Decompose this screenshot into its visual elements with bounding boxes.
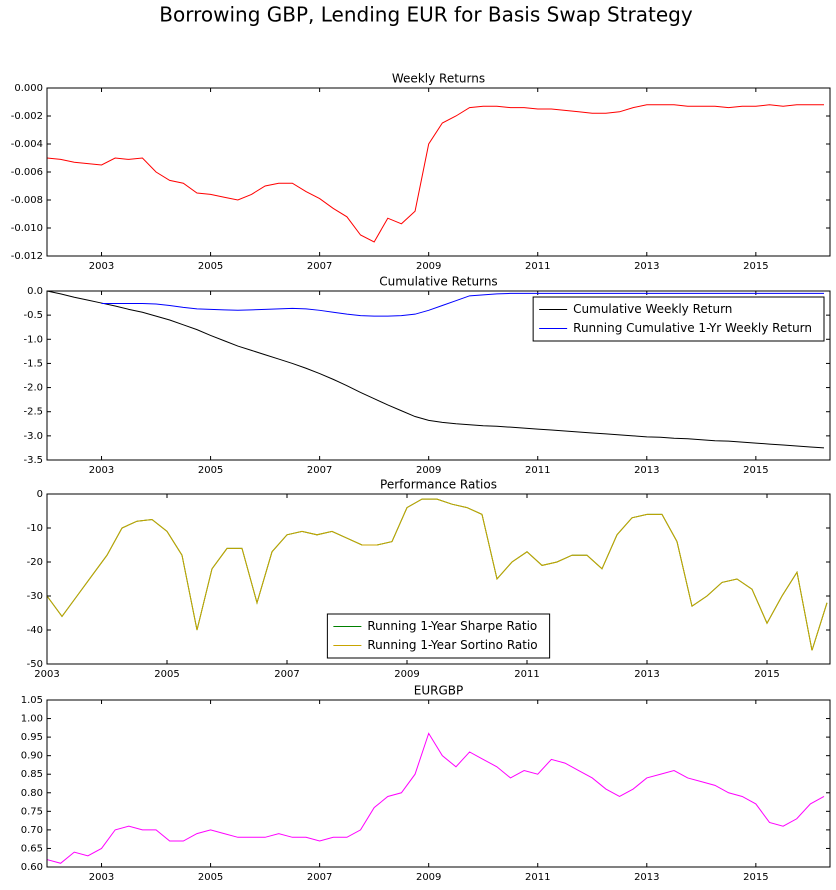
x-tick-label: 2011 [525, 261, 550, 272]
y-tick-label: -1.0 [23, 334, 43, 345]
y-tick-label: 0.65 [21, 843, 43, 854]
y-tick-label: -0.012 [11, 251, 43, 262]
x-tick-label: 2007 [274, 669, 299, 680]
x-tick-label: 2013 [634, 261, 659, 272]
series-line [46, 498, 828, 651]
y-tick-label: 0.000 [14, 83, 43, 94]
y-tick-label: -40 [27, 625, 43, 636]
x-tick-label: 2009 [416, 872, 441, 883]
y-tick-label: -0.004 [11, 139, 43, 150]
y-tick-label: -2.5 [23, 407, 43, 418]
x-tick-label: 2005 [198, 872, 223, 883]
x-tick-label: 2011 [525, 465, 550, 476]
y-tick-label: 1.05 [21, 695, 43, 706]
legend: Cumulative Weekly Return Running Cumulati… [532, 296, 825, 342]
x-tick-label: 2015 [743, 872, 768, 883]
x-tick-label: 2013 [634, 669, 659, 680]
x-tick-label: 2005 [198, 465, 223, 476]
series-line [46, 290, 825, 449]
y-tick-label: 0.75 [21, 806, 43, 817]
y-tick-label: 1.00 [21, 714, 43, 725]
x-tick-label: 2007 [307, 465, 332, 476]
legend-box [532, 296, 825, 342]
x-tick-label: 2009 [416, 465, 441, 476]
x-tick-label: 2011 [525, 872, 550, 883]
y-tick-label: -3.0 [23, 431, 43, 442]
plot-frame [46, 87, 831, 257]
figure-title: Borrowing GBP, Lending EUR for Basis Swa… [159, 3, 693, 27]
y-tick-label: -50 [27, 659, 43, 670]
y-tick-label: -0.008 [11, 195, 43, 206]
y-tick-label: -0.002 [11, 111, 43, 122]
x-tick-label: 2011 [514, 669, 539, 680]
x-tick-label: 2005 [198, 261, 223, 272]
legend-label: Cumulative Weekly Return [573, 302, 732, 316]
series-line [101, 292, 824, 317]
x-tick-label: 2007 [307, 872, 332, 883]
x-tick-label: 2003 [34, 669, 59, 680]
plot-frame [46, 290, 831, 461]
y-tick-label: -20 [27, 557, 43, 568]
x-tick-label: 2003 [89, 465, 114, 476]
y-tick-label: -2.0 [23, 383, 43, 394]
series-line [46, 732, 825, 864]
plot-frame [46, 699, 831, 868]
x-tick-label: 2009 [394, 669, 419, 680]
series-line [46, 104, 824, 243]
y-tick-label: -0.010 [11, 223, 43, 234]
x-tick-label: 2013 [634, 465, 659, 476]
y-tick-label: -10 [27, 523, 43, 534]
y-tick-label: 0.95 [21, 732, 43, 743]
y-tick-label: -0.006 [11, 167, 43, 178]
chart-title: Performance Ratios [380, 478, 497, 492]
y-tick-label: 0.70 [21, 825, 43, 836]
legend-box [326, 613, 551, 659]
y-tick-label: 0.80 [21, 788, 43, 799]
y-tick-label: -30 [27, 591, 43, 602]
chart-title: Weekly Returns [392, 72, 485, 86]
x-tick-label: 2013 [634, 872, 659, 883]
y-tick-label: -3.5 [23, 455, 43, 466]
legend-label: Running 1-Year Sharpe Ratio [367, 619, 537, 633]
y-tick-label: -1.5 [23, 358, 43, 369]
y-tick-label: 0 [37, 489, 43, 500]
x-tick-label: 2003 [89, 872, 114, 883]
chart-title: Cumulative Returns [379, 275, 497, 289]
legend-label: Running Cumulative 1-Yr Weekly Return [573, 321, 812, 335]
legend: Running 1-Year Sharpe Ratio Running 1-Yea… [326, 613, 551, 659]
y-tick-label: -0.5 [23, 310, 43, 321]
y-tick-label: 0.85 [21, 769, 43, 780]
x-tick-label: 2015 [743, 465, 768, 476]
y-tick-label: 0.60 [21, 862, 43, 873]
x-tick-label: 2015 [743, 261, 768, 272]
y-tick-label: 0.90 [21, 751, 43, 762]
x-tick-label: 2009 [416, 261, 441, 272]
chart-title: EURGBP [414, 684, 463, 698]
x-tick-label: 2007 [307, 261, 332, 272]
x-tick-label: 2015 [754, 669, 779, 680]
legend-label: Running 1-Year Sortino Ratio [367, 638, 537, 652]
plot-frame [46, 493, 831, 665]
y-tick-label: 0.0 [27, 286, 43, 297]
x-tick-label: 2003 [89, 261, 114, 272]
x-tick-label: 2005 [154, 669, 179, 680]
